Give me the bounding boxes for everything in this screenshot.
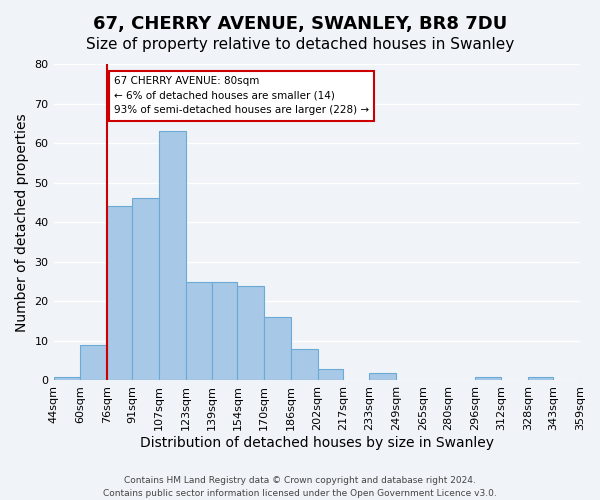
Bar bbox=[528, 376, 553, 380]
Bar bbox=[212, 282, 238, 380]
Bar bbox=[475, 376, 502, 380]
Bar bbox=[238, 286, 264, 380]
Text: 67 CHERRY AVENUE: 80sqm
← 6% of detached houses are smaller (14)
93% of semi-det: 67 CHERRY AVENUE: 80sqm ← 6% of detached… bbox=[114, 76, 369, 116]
Text: Contains public sector information licensed under the Open Government Licence v3: Contains public sector information licen… bbox=[103, 488, 497, 498]
Text: 67, CHERRY AVENUE, SWANLEY, BR8 7DU: 67, CHERRY AVENUE, SWANLEY, BR8 7DU bbox=[93, 15, 507, 33]
Bar bbox=[53, 376, 80, 380]
Bar bbox=[185, 282, 212, 380]
Bar bbox=[370, 372, 396, 380]
Bar bbox=[580, 376, 600, 380]
X-axis label: Distribution of detached houses by size in Swanley: Distribution of detached houses by size … bbox=[140, 436, 494, 450]
Bar bbox=[317, 368, 343, 380]
Bar bbox=[132, 198, 159, 380]
Y-axis label: Number of detached properties: Number of detached properties bbox=[15, 113, 29, 332]
Bar bbox=[107, 206, 132, 380]
Bar bbox=[159, 131, 185, 380]
Text: Size of property relative to detached houses in Swanley: Size of property relative to detached ho… bbox=[86, 38, 514, 52]
Bar bbox=[291, 349, 317, 380]
Bar bbox=[80, 345, 107, 380]
Bar bbox=[264, 317, 291, 380]
Text: Contains HM Land Registry data © Crown copyright and database right 2024.: Contains HM Land Registry data © Crown c… bbox=[124, 476, 476, 485]
